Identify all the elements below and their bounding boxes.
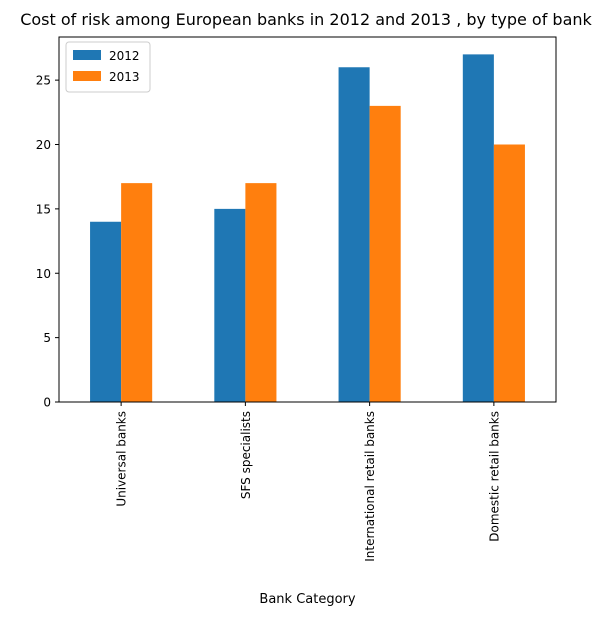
legend-swatch-2013 [73, 71, 101, 81]
x-axis: Universal banks SFS specialists Internatio… [115, 402, 501, 562]
legend-label-2013: 2013 [109, 70, 140, 84]
bar-2013-1 [245, 183, 277, 402]
y-tick-label: 15 [36, 202, 51, 216]
bar-2012-2 [338, 67, 370, 402]
bar-2013-2 [369, 105, 401, 403]
bar-2012-0 [90, 221, 122, 402]
y-axis: 0 5 10 15 20 25 [36, 74, 59, 410]
bar-2013-0 [121, 183, 153, 402]
x-tick-label: International retail banks [363, 411, 377, 562]
legend: 2012 2013 [65, 41, 151, 93]
legend-label-2012: 2012 [109, 49, 140, 63]
x-tick-label: Universal banks [115, 411, 129, 507]
x-tick-label: SFS specialists [239, 411, 253, 499]
chart-title: Cost of risk among European banks in 201… [20, 10, 592, 29]
bar-2013-3 [493, 144, 525, 403]
bar-2012-3 [462, 54, 494, 402]
bar-2012-1 [214, 208, 246, 402]
bars-layer [90, 54, 525, 403]
y-tick-label: 25 [36, 74, 51, 88]
x-tick-label: Domestic retail banks [487, 411, 501, 542]
x-axis-label: Bank Category [259, 592, 355, 607]
y-tick-label: 0 [43, 396, 51, 410]
plot-frame [58, 36, 557, 403]
legend-swatch-2012 [73, 50, 101, 60]
y-tick-label: 20 [36, 138, 51, 152]
y-tick-label: 5 [43, 331, 51, 345]
y-tick-label: 10 [36, 267, 51, 281]
